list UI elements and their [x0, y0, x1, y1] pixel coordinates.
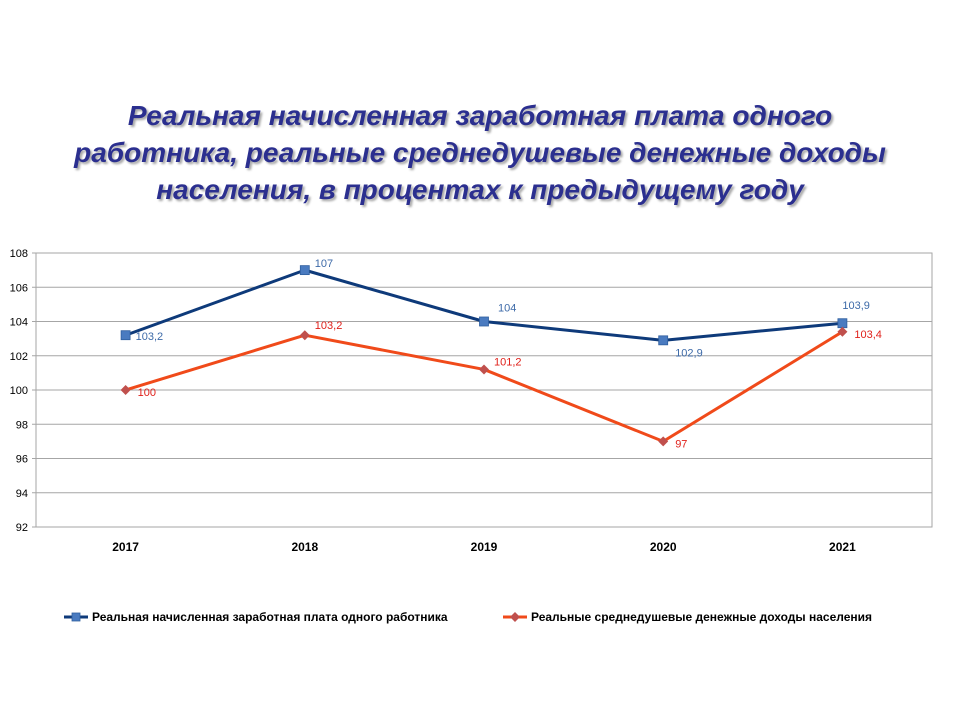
data-label: 102,9: [675, 347, 703, 359]
data-label: 103,2: [136, 331, 164, 343]
data-label: 97: [675, 438, 687, 450]
x-tick-label: 2019: [471, 540, 498, 554]
title-line-1: Реальная начисленная заработная плата од…: [127, 100, 833, 131]
y-tick-label: 104: [10, 317, 28, 329]
data-point-diamond: [479, 364, 489, 375]
data-point-diamond: [120, 385, 131, 395]
series-line-2: [125, 330, 844, 443]
data-point-diamond: [658, 436, 669, 447]
x-tick-label: 2018: [291, 540, 318, 554]
data-label: 103,2: [315, 320, 343, 332]
y-tick-label: 100: [10, 385, 28, 397]
data-label: 100: [138, 387, 156, 399]
title-line-3: населения, в процентах к предыдущему год…: [156, 174, 804, 205]
y-tick-label: 96: [16, 454, 28, 466]
y-tick-label: 106: [10, 282, 28, 294]
data-label: 104: [498, 303, 516, 315]
slide-title: Реальная начисленная заработная плата од…: [30, 97, 930, 208]
x-tick-label: 2020: [650, 540, 677, 554]
data-point-square: [479, 316, 489, 327]
y-tick-label: 92: [16, 522, 28, 534]
data-label: 101,2: [494, 356, 522, 368]
x-tick-label: 2021: [829, 540, 856, 554]
y-tick-label: 102: [10, 351, 28, 363]
data-point-square: [837, 318, 848, 329]
data-point-diamond: [837, 326, 848, 337]
data-point-diamond: [299, 330, 310, 341]
legend-label-1: Реальная начисленная заработная плата од…: [92, 610, 448, 624]
legend-label-2: Реальные среднедушевые денежные доходы н…: [531, 610, 872, 624]
data-label: 103,9: [842, 300, 870, 312]
legend-marker-diamond: [510, 612, 520, 622]
y-tick-label: 98: [16, 419, 28, 431]
title-line-2: работника, реальные среднедушевые денежн…: [74, 137, 886, 168]
x-tick-label: 2017: [112, 540, 139, 554]
data-point-square: [299, 265, 310, 276]
y-tick-label: 108: [10, 248, 28, 260]
legend-marker-square: [71, 612, 81, 622]
data-label: 103,4: [854, 329, 882, 341]
data-point-square: [120, 330, 131, 341]
data-label: 107: [315, 258, 333, 270]
y-tick-label: 94: [16, 488, 28, 500]
data-point-square: [658, 335, 669, 346]
series-line-1: [125, 268, 843, 342]
